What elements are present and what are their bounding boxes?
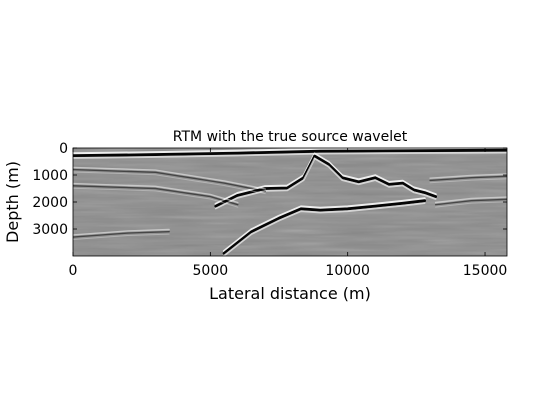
reflector-salt-top-right-band-2 <box>313 157 437 200</box>
reflector-sediment-1-band-2 <box>73 171 266 195</box>
reflector-sediment-3-band-1 <box>73 230 170 238</box>
y-tick-label: 1000 <box>32 168 68 184</box>
reflector-salt-flank-left <box>214 152 317 210</box>
reflector-salt-top-right-band-1 <box>313 154 438 199</box>
reflector-sediment-3-band-0 <box>73 228 170 236</box>
x-axis: 0 5000 10000 15000 <box>69 148 508 279</box>
reflector-sediment-2-band-0 <box>73 182 239 204</box>
x-tick-label: 15000 <box>463 263 508 279</box>
reflector-sediment-right-1-band-2 <box>429 178 507 184</box>
reflector-salt-flank-left-band-2 <box>214 157 316 210</box>
seismic-image <box>73 148 507 256</box>
reflector-sediment-1 <box>73 166 266 195</box>
reflector-salt-top-right <box>313 152 438 200</box>
reflector-sediment-right-2-band-2 <box>435 201 507 208</box>
reflector-salt-base <box>222 197 427 256</box>
reflector-sediment-right-1-band-1 <box>429 175 507 182</box>
reflector-salt-top-right-band-0 <box>313 152 437 196</box>
reflector-salt-base-band-0 <box>222 197 426 253</box>
reflector-sediment-right-2-band-0 <box>434 196 507 204</box>
x-tick-label: 5000 <box>193 263 229 279</box>
reflector-sediment-right-2-band-1 <box>434 198 507 206</box>
y-tick-label: 3000 <box>32 222 68 238</box>
reflector-sediment-1-band-1 <box>73 168 266 192</box>
reflector-sediment-1-band-0 <box>73 166 266 190</box>
reflector-sediment-right-1 <box>429 173 507 184</box>
reflector-sediment-3-band-2 <box>73 233 170 241</box>
reflector-salt-flank-left-band-1 <box>214 154 317 208</box>
x-axis-label: Lateral distance (m) <box>209 284 371 303</box>
reflector-sediment-right-2 <box>434 196 507 208</box>
reflector-salt-base-band-1 <box>222 199 427 255</box>
reflector-seabed-band-2 <box>73 151 507 159</box>
reflector-sediment-right-1-band-0 <box>429 173 507 179</box>
x-tick-label: 10000 <box>325 263 370 279</box>
reflector-sediment-2-band-1 <box>73 185 239 206</box>
chart-title: RTM with the true source wavelet <box>173 129 408 145</box>
x-tick-label: 0 <box>69 263 78 279</box>
y-axis: 0 1000 2000 3000 <box>32 141 507 238</box>
reflector-salt-base-band-2 <box>223 202 426 256</box>
reflector-sediment-3 <box>73 228 170 241</box>
reflector-seabed-band-1 <box>73 148 507 158</box>
reflector-sediment-2-band-2 <box>73 187 239 208</box>
seismic-noise <box>73 148 507 256</box>
reflector-sediment-2 <box>73 182 239 208</box>
reflector-seabed <box>73 148 507 159</box>
reflector-seabed-band-0 <box>73 148 507 155</box>
y-tick-label: 2000 <box>32 195 68 211</box>
y-axis-label: Depth (m) <box>3 161 22 243</box>
y-tick-label: 0 <box>59 141 68 157</box>
